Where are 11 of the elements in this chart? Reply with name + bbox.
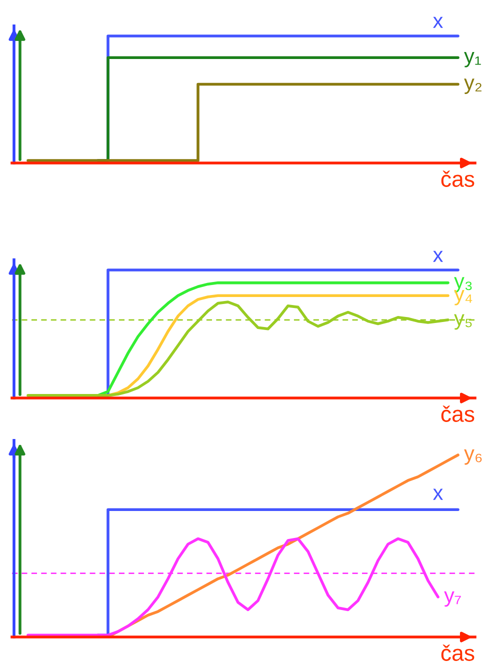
x-axis-title: čas xyxy=(441,406,474,422)
series-label: y₆ xyxy=(464,449,482,465)
series-label: x xyxy=(433,250,443,262)
x-axis-title: čas xyxy=(441,644,474,661)
series-label: y₂ xyxy=(464,78,482,94)
series-label: y₅ xyxy=(454,314,472,330)
x-axis-title: čas xyxy=(441,170,474,187)
series-label: x xyxy=(433,488,443,500)
series-label: y₇ xyxy=(444,591,461,607)
series-label: x xyxy=(433,16,443,28)
series-label: y₁ xyxy=(464,52,481,68)
